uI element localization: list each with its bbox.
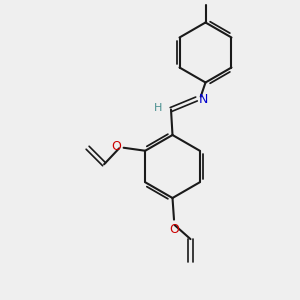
Text: O: O xyxy=(111,140,121,153)
Text: N: N xyxy=(199,92,208,106)
Text: H: H xyxy=(154,103,163,113)
Text: O: O xyxy=(169,223,179,236)
